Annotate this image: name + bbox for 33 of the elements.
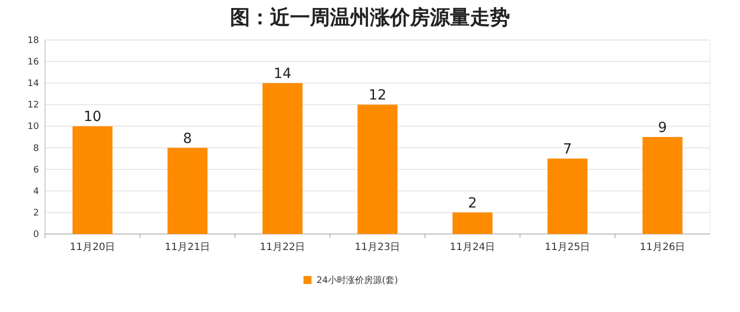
x-tick-label: 11月21日 [164, 242, 210, 253]
bar [262, 83, 302, 234]
data-label: 14 [274, 66, 292, 82]
y-tick-label: 0 [33, 230, 40, 240]
data-label: 8 [183, 130, 192, 147]
data-label: 10 [84, 109, 102, 126]
x-tick-label: 11月25日 [544, 242, 590, 253]
y-tick-label: 10 [28, 122, 40, 132]
y-tick-label: 8 [33, 144, 40, 154]
data-label: 2 [468, 195, 477, 212]
x-tick-label: 11月22日 [260, 242, 306, 253]
y-tick-label: 14 [28, 79, 40, 90]
bar [72, 126, 112, 234]
x-tick-label: 11月24日 [450, 242, 496, 253]
data-label: 12 [368, 88, 386, 104]
x-tick-label: 11月26日 [640, 242, 686, 253]
y-tick-label: 4 [33, 186, 40, 197]
bar [452, 212, 492, 234]
bar [358, 104, 398, 234]
y-tick-label: 6 [33, 165, 40, 176]
y-tick-label: 16 [28, 58, 40, 68]
x-tick-label: 11月23日 [354, 242, 400, 253]
chart-title: 图：近一周温州涨价房源量走势 [230, 5, 510, 29]
bar [642, 137, 682, 234]
x-tick-label: 11月20日 [70, 242, 116, 253]
y-tick-label: 18 [28, 36, 40, 46]
y-tick-label: 12 [28, 100, 39, 111]
bar [548, 158, 588, 234]
bar [168, 148, 208, 234]
legend-label: 24小时涨价房源(套) [316, 275, 398, 286]
data-label: 9 [658, 120, 667, 136]
y-tick-label: 2 [33, 208, 39, 218]
data-label: 7 [563, 142, 572, 158]
